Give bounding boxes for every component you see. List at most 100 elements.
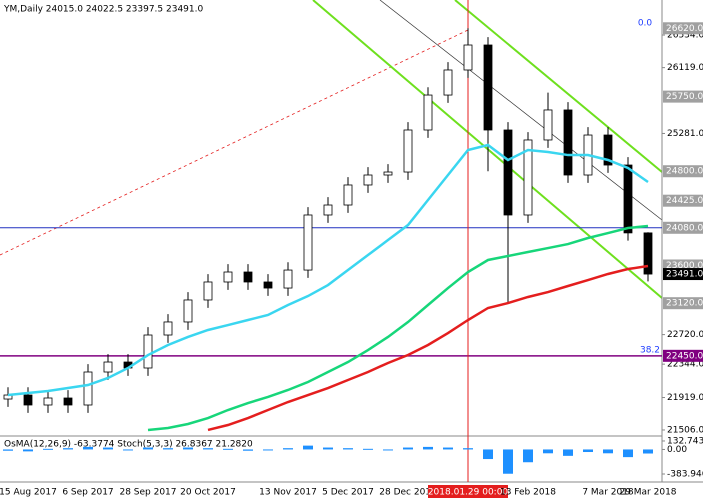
candle-body [63,397,73,406]
candle-body [563,109,573,176]
candle-body [403,129,413,173]
y-tick-label: 26534.0 [667,31,703,41]
channel-line [454,0,663,173]
x-tick-label: 5 Dec 2017 [322,488,374,498]
fib-label: 38.2 [640,346,660,356]
x-tick-label: 29 Mar 2018 [619,488,676,498]
osma-bar [163,448,173,450]
candle-body [363,174,373,186]
osma-bar [143,447,153,450]
level-label: 23491.0 [666,270,703,280]
osma-tick-label: 0.00 [667,445,687,455]
y-tick-label: 25281.0 [667,129,703,139]
osma-tick-label: -383.946 [667,469,703,479]
osma-bar [123,449,133,451]
candle-body [223,271,233,283]
x-tick-label: 13 Nov 2017 [259,488,317,498]
candle-body [23,394,33,406]
level-box [663,90,703,103]
y-tick-label: 22344.0 [667,360,703,370]
osma-bar [463,448,473,450]
level-label: 24080.0 [666,223,703,233]
candle-body [143,334,153,369]
moving-average [147,224,649,432]
osma-bar [223,448,233,450]
level-box [663,194,703,207]
x-tick-label: 28 Sep 2017 [119,488,176,498]
osma-bar [523,449,533,463]
osma-bar [623,449,633,458]
cursor-label-bg [428,485,508,498]
moving-average [7,143,649,397]
osma-bar [243,449,253,451]
level-label: 25750.0 [666,92,703,102]
candle-body [183,299,193,323]
osma-bar [323,447,333,450]
x-tick-label: 6 Sep 2017 [62,488,113,498]
candle-body [423,94,433,131]
osma-bar [23,449,33,452]
candle-body [543,109,553,141]
header-bg [0,2,210,15]
candle-body [283,269,293,289]
level-box [663,349,703,362]
level-box [663,221,703,234]
level-box [663,22,703,35]
x-tick-label: 13 Feb 2018 [500,488,556,498]
osma-bar [183,447,193,450]
x-tick-label: 28 Dec 2017 [379,488,437,498]
osma-bar [583,449,593,453]
candle-body [103,361,113,373]
osma-bar [43,448,53,450]
fib-label: 0.0 [638,19,653,29]
candle-body [303,214,313,271]
osma-bar [363,448,373,450]
osma-tick-label: 132.743 [667,436,703,446]
osma-bar [383,449,393,451]
y-tick-label: 22720.0 [667,330,703,340]
candle-body [383,171,393,176]
level-label: 26620.0 [666,24,703,34]
osma-bar [343,448,353,450]
level-label: 24800.0 [666,167,703,177]
candle-body [323,204,333,216]
osma-bar [203,448,213,450]
x-tick-label: 15 Aug 2017 [0,488,57,498]
osma-bar [503,449,513,474]
x-tick-label: 2018.01.29 00:00 [428,488,509,498]
candle-body [263,281,273,289]
candle-body [463,44,473,71]
osma-bar [63,448,73,450]
y-tick-label: 21506.0 [667,425,703,435]
y-tick-label: 26119.0 [667,63,703,73]
candle-body [603,134,613,166]
osma-bar [483,449,493,460]
x-tick-label: 7 Mar 2018 [582,488,634,498]
candle-body [443,69,453,96]
candle-body [43,397,53,406]
candle-body [203,281,213,301]
osma-bar [303,445,313,450]
level-label: 23120.0 [666,299,703,309]
osma-bar [643,449,653,454]
osma-bar [603,449,613,454]
osma-bar [443,447,453,450]
osma-bar [283,448,293,450]
chart-title: YM,Daily 24015.0 24022.5 23397.5 23491.0 [3,5,203,15]
level-label: 23600.0 [666,261,703,271]
candle-body [343,184,353,206]
candle-body [503,129,513,216]
candle-body [83,371,93,406]
candle-body [643,232,653,275]
candle-body [483,44,493,131]
x-tick-label: 20 Oct 2017 [180,488,236,498]
osma-bar [543,449,553,454]
plot [0,0,662,482]
osma-bar [3,449,13,451]
level-label: 24425.0 [666,196,703,206]
trend-line [0,29,469,256]
osma-bar [563,449,573,456]
moving-average [207,264,649,432]
